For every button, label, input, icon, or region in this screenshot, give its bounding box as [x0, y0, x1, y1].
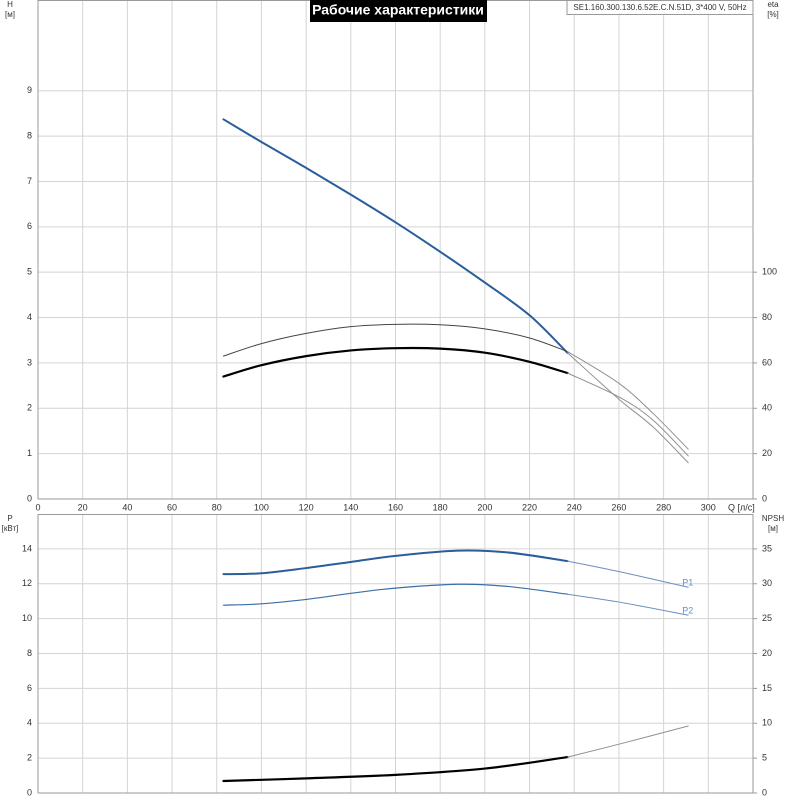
title-box: [310, 0, 487, 22]
curve: [567, 372, 689, 457]
x-tick-label: 120: [299, 502, 314, 512]
y2-tick-label: 40: [762, 403, 772, 413]
curve: [567, 560, 689, 588]
chart-title: Рабочие характеристики: [312, 2, 484, 18]
y2-tick-label: 60: [762, 357, 772, 367]
y2-tick-label: 5: [762, 753, 767, 763]
y-tick-label: 3: [27, 357, 32, 367]
y-tick-label: 2: [27, 753, 32, 763]
y-axis-label: P: [7, 514, 12, 523]
x-tick-label: 160: [388, 502, 403, 512]
y-tick-label: 6: [27, 221, 32, 231]
x-tick-label: 300: [701, 502, 716, 512]
y2-tick-label: 20: [762, 448, 772, 458]
x-tick-label: 240: [567, 502, 582, 512]
x-tick-label: 0: [35, 502, 40, 512]
y-tick-label: 7: [27, 176, 32, 186]
y-tick-label: 5: [27, 267, 32, 277]
y2-tick-label: 25: [762, 613, 772, 623]
y2-tick-label: 80: [762, 312, 772, 322]
y-tick-label: 8: [27, 648, 32, 658]
y-tick-label: 14: [22, 543, 32, 553]
y2-axis-label: [%]: [767, 10, 779, 19]
curve: [567, 351, 689, 450]
y2-tick-label: 20: [762, 648, 772, 658]
annotation: SE1.160.300.130.6.52E.C.N.51D, 3*400 V, …: [573, 3, 746, 12]
x-axis-label: Q [л/с]: [728, 502, 755, 512]
x-tick-label: 40: [122, 502, 132, 512]
y2-tick-label: 15: [762, 683, 772, 693]
y2-tick-label: 35: [762, 543, 772, 553]
curve-label: P2: [682, 606, 693, 616]
x-tick-label: 260: [611, 502, 626, 512]
curve: [222, 549, 569, 576]
curve: [567, 725, 689, 758]
y2-tick-label: 0: [762, 787, 767, 797]
y-tick-label: 4: [27, 312, 32, 322]
curve: [567, 593, 689, 616]
annotation-box: [566, 0, 754, 15]
y2-tick-label: 0: [762, 493, 767, 503]
y-tick-label: 0: [27, 493, 32, 503]
plot-frame: [37, 514, 754, 794]
y-tick-label: 12: [22, 578, 32, 588]
y-tick-label: 1: [27, 448, 32, 458]
curve: [222, 323, 569, 357]
x-tick-label: 20: [78, 502, 88, 512]
y-tick-label: 4: [27, 718, 32, 728]
y-axis-label: [м]: [5, 10, 15, 19]
x-tick-label: 220: [522, 502, 537, 512]
y-tick-label: 6: [27, 683, 32, 693]
x-tick-label: 60: [167, 502, 177, 512]
y2-axis-label: NPSH: [762, 514, 784, 523]
x-tick-label: 280: [656, 502, 671, 512]
y2-axis-label: eta: [767, 0, 779, 9]
x-tick-label: 80: [212, 502, 222, 512]
y2-tick-label: 30: [762, 578, 772, 588]
x-tick-label: 140: [343, 502, 358, 512]
curve: [222, 346, 569, 378]
y-tick-label: 0: [27, 787, 32, 797]
y-tick-label: 9: [27, 85, 32, 95]
x-tick-label: 100: [254, 502, 269, 512]
y-tick-label: 8: [27, 130, 32, 140]
y-axis-label: H: [7, 0, 13, 9]
curve: [222, 583, 569, 606]
curve: [567, 352, 689, 464]
y-tick-label: 2: [27, 403, 32, 413]
x-tick-label: 200: [477, 502, 492, 512]
x-tick-label: 180: [433, 502, 448, 512]
y-tick-label: 10: [22, 613, 32, 623]
curve: [222, 755, 569, 783]
curve-label: P1: [682, 578, 693, 588]
y2-tick-label: 10: [762, 718, 772, 728]
y2-axis-label: [м]: [768, 524, 778, 533]
y-axis-label: [кВт]: [2, 524, 19, 533]
curve: [222, 118, 569, 354]
y2-tick-label: 100: [762, 267, 777, 277]
